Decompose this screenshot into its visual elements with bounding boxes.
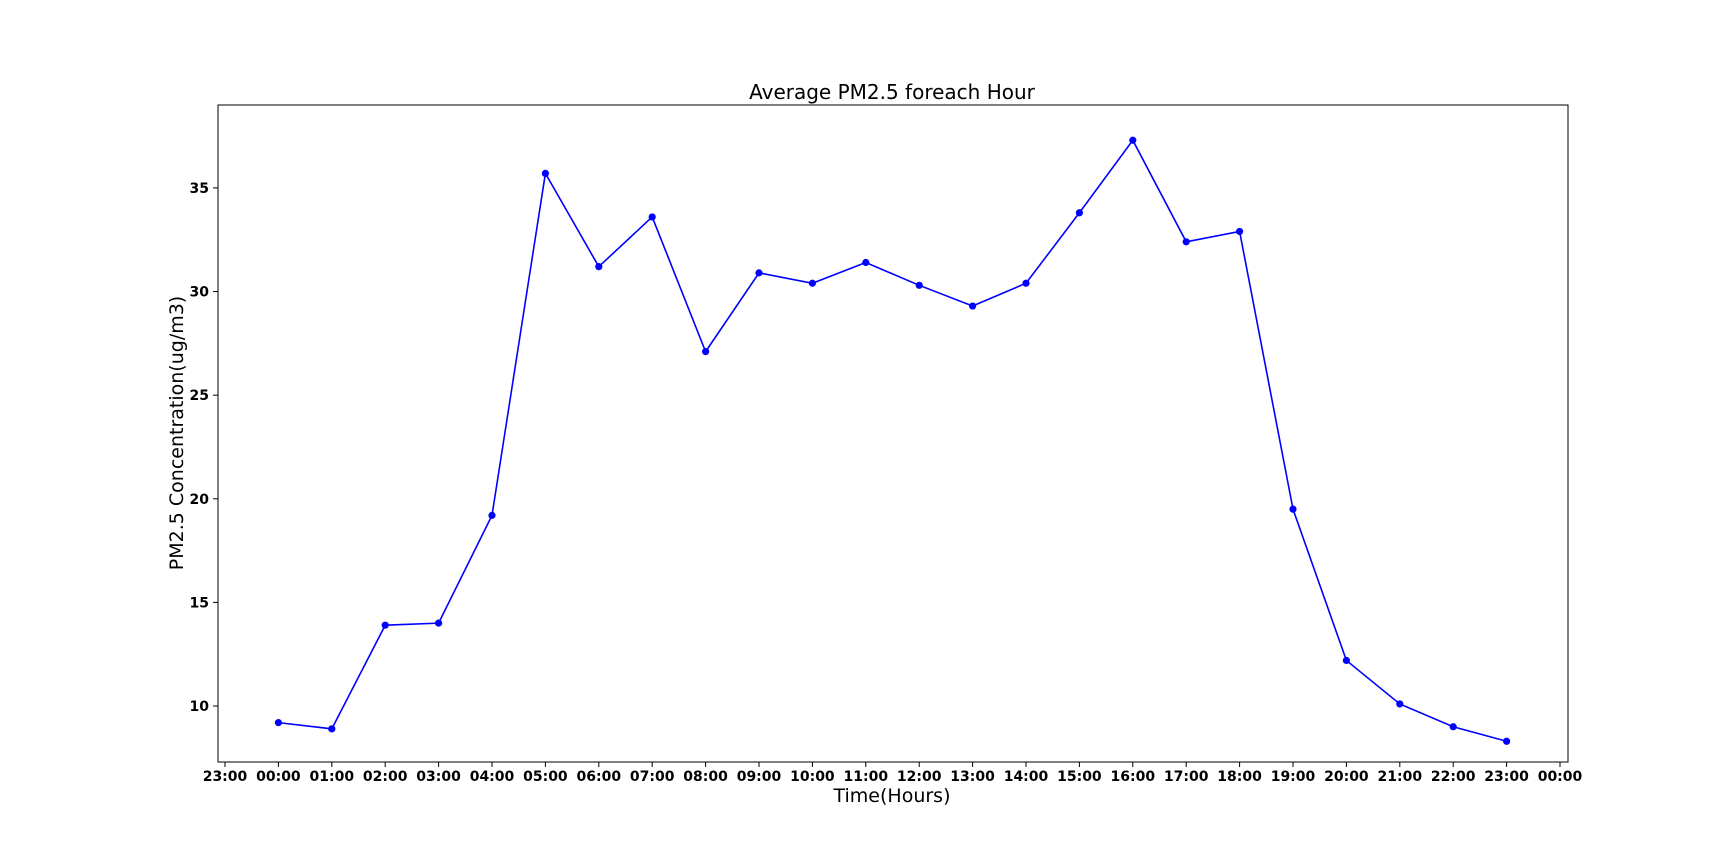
data-point	[1022, 279, 1030, 287]
x-tick-label: 23:00	[203, 769, 248, 785]
data-point	[648, 213, 656, 221]
x-tick-label: 00:00	[256, 769, 301, 785]
y-tick-label: 30	[190, 285, 210, 301]
y-tick-label: 20	[190, 492, 210, 508]
x-tick-label: 20:00	[1324, 769, 1369, 785]
data-point	[755, 269, 763, 277]
x-tick-label: 21:00	[1378, 769, 1423, 785]
data-point	[1236, 227, 1244, 236]
data-point	[915, 281, 923, 289]
data-point	[488, 511, 496, 519]
x-tick-label: 16:00	[1111, 769, 1156, 785]
data-point	[541, 169, 550, 177]
chart-title: Average PM2.5 foreach Hour	[749, 80, 1036, 104]
x-tick-label: 06:00	[577, 769, 622, 785]
data-point	[381, 621, 389, 629]
data-point	[702, 348, 710, 356]
x-tick-label: 08:00	[683, 769, 728, 785]
data-point	[808, 279, 817, 287]
x-tick-label: 05:00	[523, 769, 568, 785]
x-tick-label: 22:00	[1431, 769, 1476, 785]
data-point	[1129, 136, 1137, 144]
data-point	[969, 302, 977, 310]
series-line	[278, 138, 1507, 743]
x-tick-label: 01:00	[310, 769, 355, 785]
data-point	[1503, 737, 1511, 745]
data-point	[1075, 209, 1083, 217]
x-tick-label: 00:00	[1538, 769, 1583, 785]
x-tick-label: 03:00	[416, 769, 461, 785]
x-tick-label: 18:00	[1217, 769, 1262, 785]
y-tick-label: 15	[190, 595, 209, 611]
y-axis-label: PM2.5 Concentration(ug/m3)	[166, 296, 188, 570]
y-tick-label: 10	[190, 699, 210, 715]
y-tick-label: 35	[190, 181, 209, 197]
x-axis-ticks: 23:00 00:00 01:00 02:00 03:00 04:00 05:00 06:00…	[203, 762, 1583, 785]
x-tick-label: 15:00	[1057, 769, 1102, 785]
x-tick-label: 10:00	[790, 769, 835, 785]
data-point	[274, 719, 282, 727]
data-point	[862, 258, 870, 267]
y-tick-label: 25	[190, 388, 209, 404]
x-tick-label: 09:00	[737, 769, 782, 785]
x-tick-label: 14:00	[1004, 769, 1049, 785]
x-tick-label: 04:00	[470, 769, 515, 785]
x-tick-label: 12:00	[897, 769, 942, 785]
x-tick-label: 23:00	[1484, 769, 1529, 785]
data-point	[595, 263, 603, 271]
x-tick-label: 07:00	[630, 769, 675, 785]
data-point	[1396, 700, 1404, 708]
data-point	[1182, 238, 1190, 246]
y-axis-ticks: 10 15 20 25 30 35	[190, 181, 218, 715]
x-tick-label: 11:00	[844, 769, 889, 785]
data-point	[1342, 656, 1350, 665]
data-point	[1449, 723, 1457, 731]
x-axis-label: Time(Hours)	[833, 785, 951, 807]
x-tick-label: 19:00	[1271, 769, 1316, 785]
x-tick-label: 13:00	[950, 769, 995, 785]
series-points	[274, 136, 1511, 745]
data-point	[328, 725, 336, 733]
x-tick-label: 17:00	[1164, 769, 1209, 785]
x-tick-label: 02:00	[363, 769, 408, 785]
data-point	[435, 619, 443, 627]
data-point	[1289, 505, 1297, 513]
plot-area-frame	[217, 104, 1569, 763]
